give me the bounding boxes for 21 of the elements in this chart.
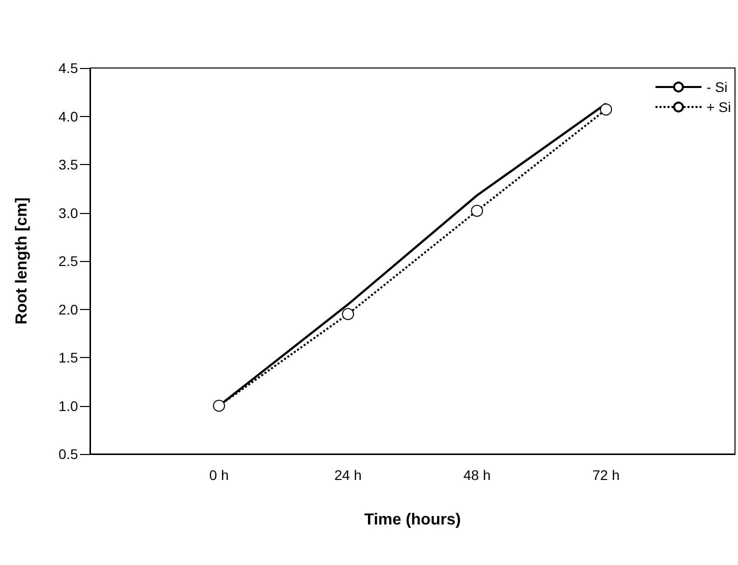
y-tick-label: 2.0 xyxy=(58,301,78,318)
x-tick-label: 72 h xyxy=(592,467,620,483)
y-tick-label: 0.5 xyxy=(58,446,78,462)
point xyxy=(342,308,354,320)
y-tick-label: 2.5 xyxy=(58,253,78,269)
point xyxy=(600,104,612,116)
legend-label: - Si xyxy=(706,79,728,95)
x-axis-title: Time (hours) xyxy=(364,512,461,528)
y-tick-label: 4.0 xyxy=(58,108,78,124)
y-tick-label: 1.5 xyxy=(58,350,78,366)
x-tick-label: 24 h xyxy=(334,467,362,483)
x-tick-label: 48 h xyxy=(463,467,491,483)
y-tick-label: 4.5 xyxy=(58,60,78,76)
y-tick-label: 1.0 xyxy=(58,398,78,414)
point xyxy=(471,204,483,217)
x-tick-label: 0 h xyxy=(209,467,229,483)
y-axis-title: Root length [cm] xyxy=(14,197,30,325)
y-tick-label: 3.0 xyxy=(58,204,78,221)
y-tick-label: 3.5 xyxy=(58,156,78,172)
point xyxy=(213,400,225,412)
legend-label: + Si xyxy=(706,99,731,115)
